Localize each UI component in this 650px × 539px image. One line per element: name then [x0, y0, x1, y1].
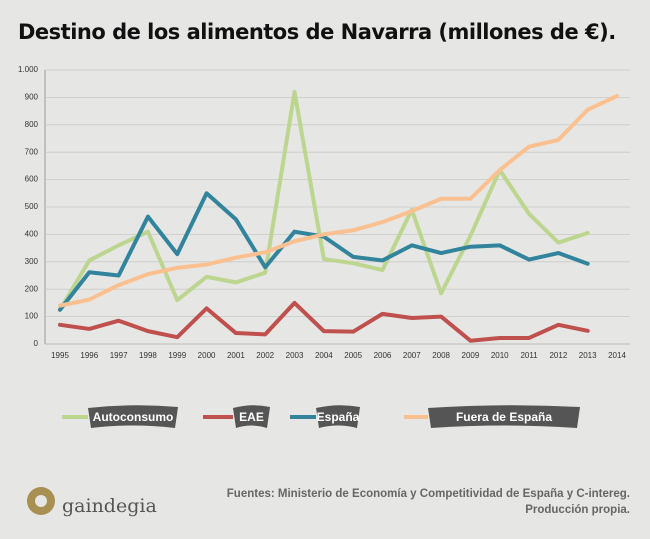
- x-tick-label: 2013: [579, 351, 597, 360]
- source: Fuentes: Ministerio de Economía y Compet…: [227, 488, 630, 500]
- x-tick-label: 2011: [520, 351, 538, 360]
- x-tick-label: 2012: [549, 351, 567, 360]
- x-tick-label: 1998: [139, 351, 157, 360]
- legend-banner: [88, 405, 178, 428]
- x-tick-label: 2007: [403, 351, 421, 360]
- x-tick-label: 1996: [80, 351, 98, 360]
- x-tick-label: 2009: [462, 351, 480, 360]
- x-tick-label: 2006: [374, 351, 392, 360]
- logo-mark: [35, 495, 47, 507]
- y-tick-label: 100: [25, 312, 39, 321]
- y-tick-label: 0: [34, 339, 39, 348]
- y-tick-label: 600: [25, 175, 39, 184]
- logo-text: gaindegia: [62, 495, 157, 517]
- legend-banner: [428, 405, 580, 428]
- series-line: [58, 191, 590, 312]
- y-tick-label: 200: [25, 284, 39, 293]
- x-tick-label: 1997: [110, 351, 128, 360]
- x-tick-label: 2003: [286, 351, 304, 360]
- x-tick-label: 2014: [608, 351, 626, 360]
- x-tick-label: 2004: [315, 351, 333, 360]
- legend-banner: [233, 405, 270, 428]
- y-tick-label: 900: [25, 93, 39, 102]
- legend-banner: [316, 405, 360, 428]
- y-tick-label: 1.000: [18, 65, 39, 74]
- x-tick-label: 2005: [344, 351, 362, 360]
- x-tick-label: 2002: [256, 351, 274, 360]
- x-tick-label: 2008: [432, 351, 450, 360]
- series-line: [58, 300, 590, 343]
- legend-label: Autoconsumo: [93, 410, 174, 424]
- x-tick-label: 2000: [198, 351, 216, 360]
- y-tick-label: 800: [25, 120, 39, 129]
- y-tick-label: 500: [25, 202, 39, 211]
- y-tick-label: 700: [25, 147, 39, 156]
- x-tick-label: 2010: [491, 351, 509, 360]
- y-tick-label: 300: [25, 257, 39, 266]
- x-tick-label: 1999: [168, 351, 186, 360]
- legend-label: España: [317, 410, 360, 424]
- x-tick-label: 1995: [51, 351, 69, 360]
- x-tick-label: 2001: [227, 351, 245, 360]
- series-line: [58, 94, 619, 308]
- logo: gaindegia: [27, 487, 157, 517]
- chart-title: Destino de los alimentos de Navarra (mil…: [18, 20, 616, 44]
- note: Producción propia.: [525, 504, 630, 516]
- legend-label: Fuera de España: [456, 410, 552, 424]
- legend-label: EAE: [239, 410, 264, 424]
- y-tick-label: 400: [25, 230, 39, 239]
